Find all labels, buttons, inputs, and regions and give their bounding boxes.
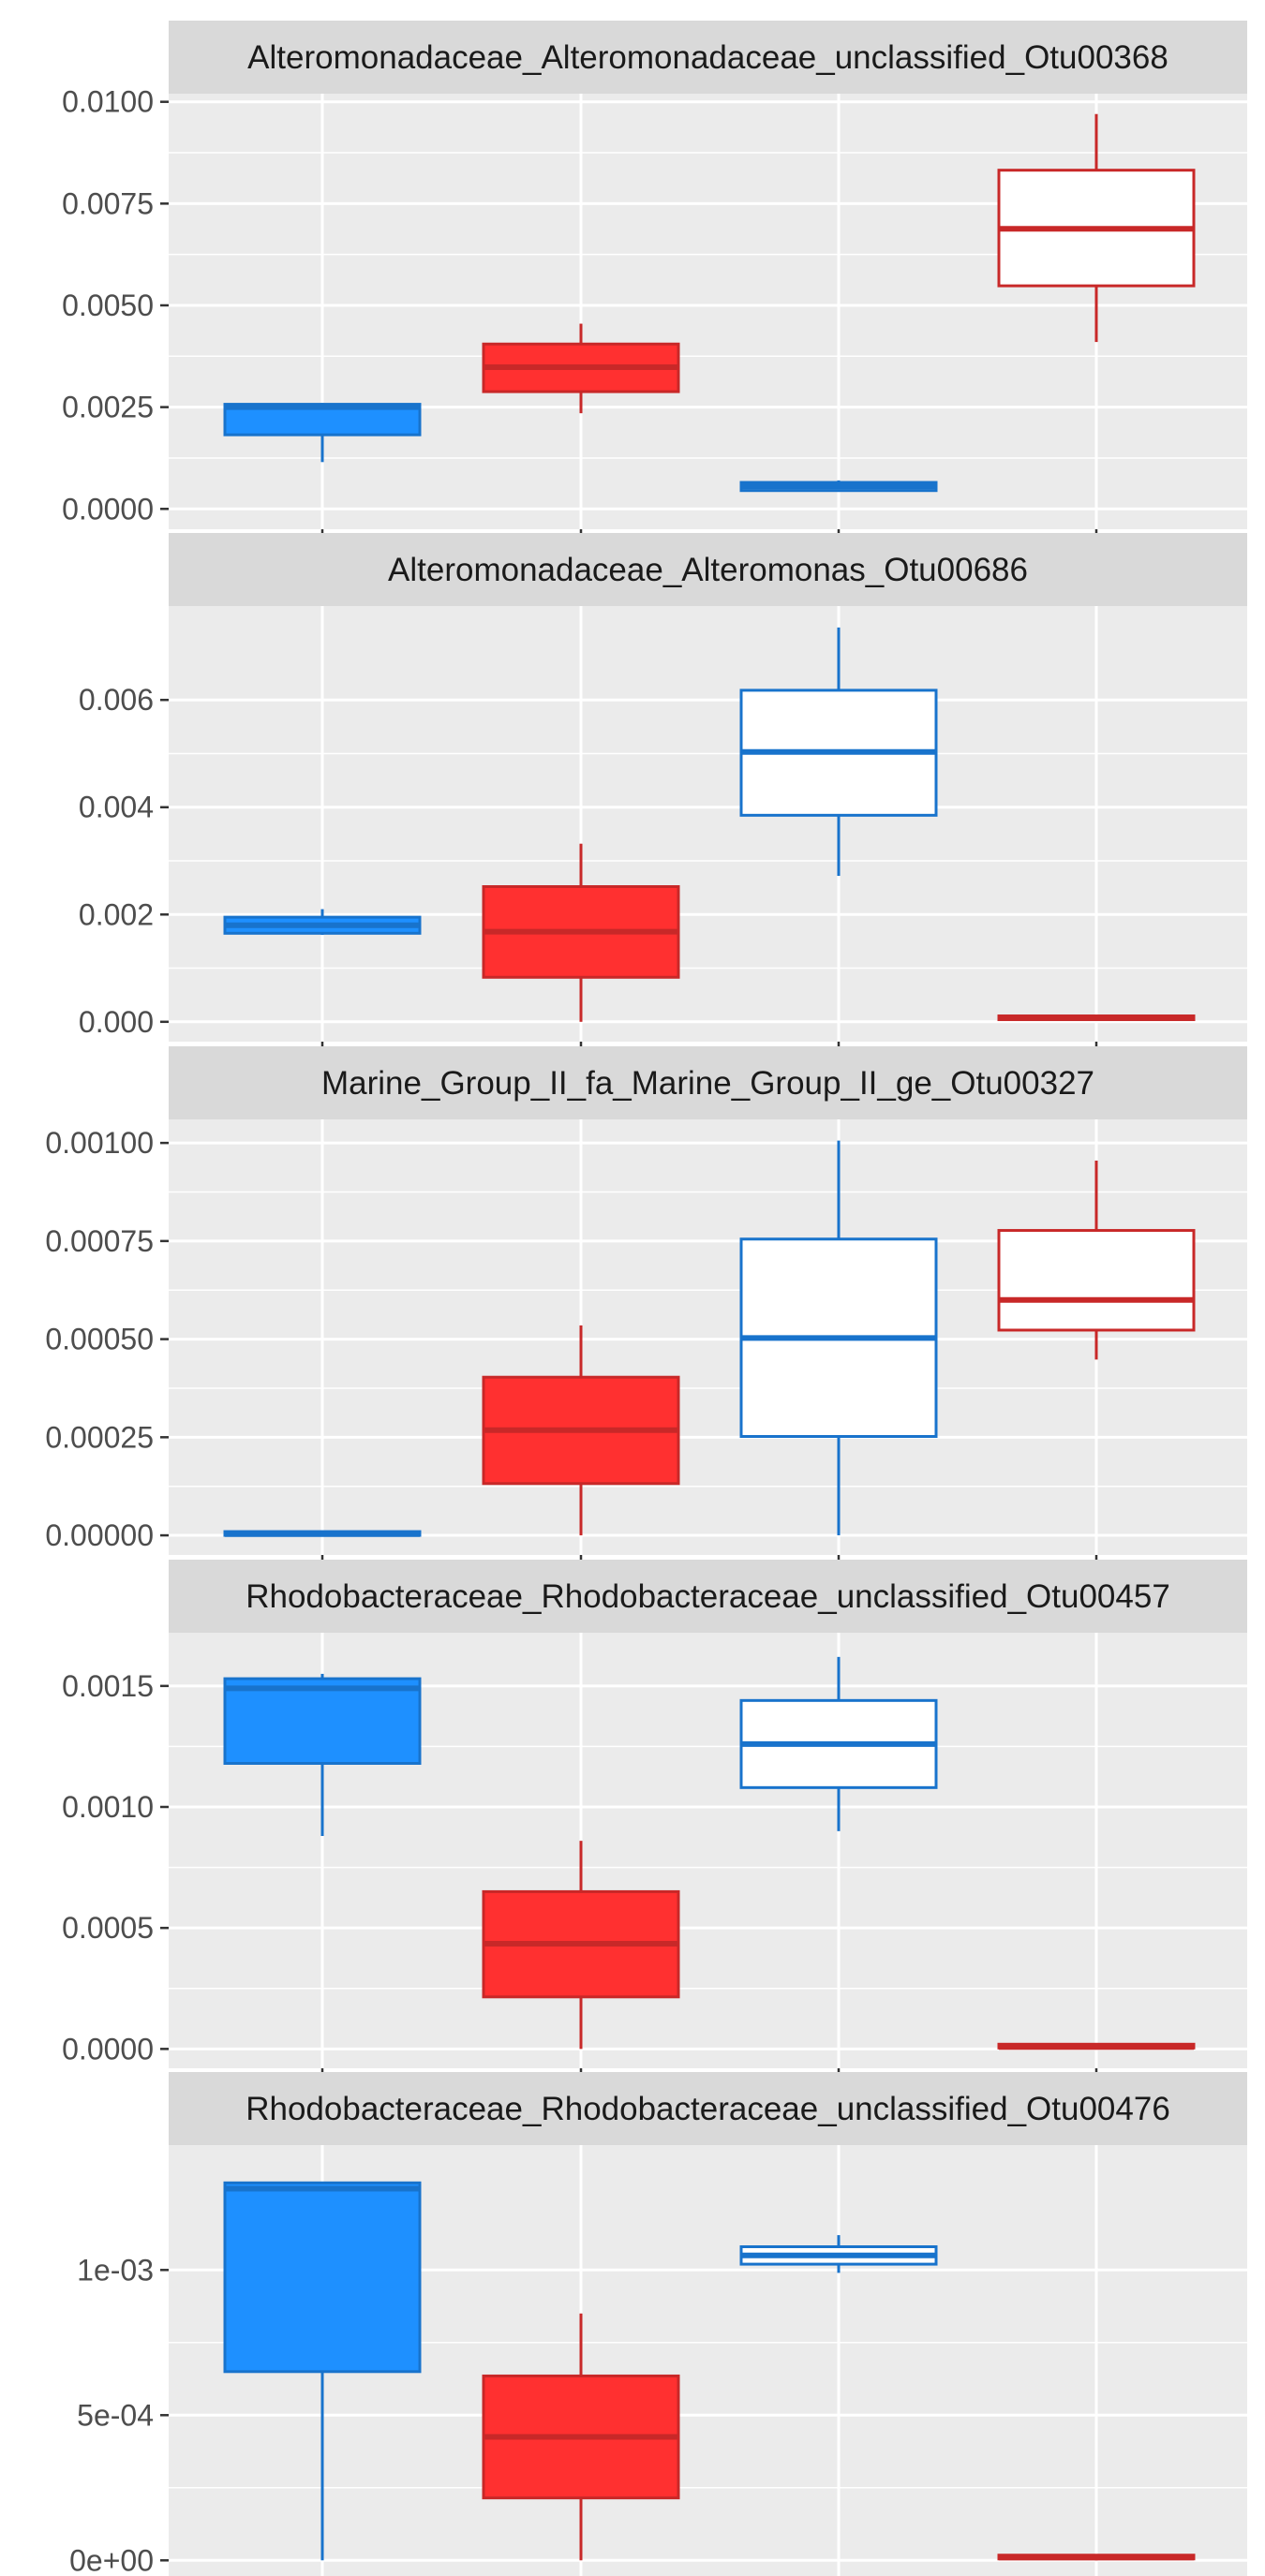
facet-title: Marine_Group_II_fa_Marine_Group_II_ge_Ot… (321, 1065, 1094, 1102)
box-group-3 (739, 2235, 938, 2273)
y-tick-label: 0.00100 (45, 1126, 154, 1160)
plot-panel (169, 1119, 1247, 1555)
box-iqr (223, 2181, 422, 2374)
facet-title: Alteromonadaceae_Alteromonas_Otu00686 (388, 552, 1028, 588)
box-group-4 (997, 113, 1196, 343)
box-group-1 (223, 1673, 422, 1836)
box-group-3 (739, 480, 938, 493)
box-iqr (997, 1229, 1196, 1332)
facet-title: Alteromonadaceae_Alteromonadaceae_unclas… (247, 39, 1168, 76)
facet-strip (169, 1046, 1247, 1119)
box-group-3 (739, 1140, 938, 1536)
facet-panel-3: Marine_Group_II_fa_Marine_Group_II_ge_Ot… (45, 1046, 1247, 1563)
y-tick-label: 0.0000 (62, 2032, 154, 2065)
box-group-2 (482, 1325, 680, 1536)
box-group-3 (739, 627, 938, 877)
facet-panel-4: Rhodobacteraceae_Rhodobacteraceae_unclas… (62, 1560, 1247, 2077)
y-tick-label: 0.0010 (62, 1790, 154, 1824)
box-group-1 (223, 403, 422, 463)
facet-panel-5: Rhodobacteraceae_Rhodobacteraceae_unclas… (69, 2072, 1247, 2576)
facet-title: Rhodobacteraceae_Rhodobacteraceae_unclas… (246, 1578, 1170, 1615)
y-tick-label: 0e+00 (69, 2543, 154, 2576)
box-iqr (223, 1677, 422, 1766)
box-group-2 (482, 323, 680, 414)
box-group-2 (482, 2313, 680, 2561)
y-tick-label: 0.0015 (62, 1669, 154, 1703)
box-group-3 (739, 1656, 938, 1831)
facet-panel-2: Alteromonadaceae_Alteromonas_Otu00686 0.0… (79, 533, 1247, 1050)
box-group-1 (223, 1530, 422, 1537)
box-group-4 (997, 1160, 1196, 1360)
y-tick-label: 0.00000 (45, 1518, 154, 1552)
facet-title: Rhodobacteraceae_Rhodobacteraceae_unclas… (246, 2091, 1170, 2127)
box-group-2 (482, 1841, 680, 2050)
facet-strip (169, 533, 1247, 606)
plot-panel (169, 606, 1247, 1042)
facet-strip (169, 1560, 1247, 1633)
y-tick-label: 0.0025 (62, 391, 154, 424)
y-tick-label: 0.00025 (45, 1420, 154, 1454)
facet-panel-1: Alteromonadaceae_Alteromonadaceae_unclas… (62, 21, 1247, 538)
box-group-2 (482, 843, 680, 1022)
y-tick-label: 0.004 (79, 791, 154, 824)
plot-panel (169, 94, 1247, 529)
y-tick-label: 0.00050 (45, 1323, 154, 1356)
y-tick-label: 0.0050 (62, 289, 154, 322)
y-tick-label: 0.0000 (62, 492, 154, 526)
box-group-1 (223, 909, 422, 936)
y-tick-label: 0.0100 (62, 85, 154, 119)
box-group-1 (223, 2181, 422, 2561)
y-tick-label: 0.000 (79, 1005, 154, 1039)
facet-strip (169, 21, 1247, 94)
y-tick-label: 0.006 (79, 683, 154, 717)
y-tick-label: 0.002 (79, 897, 154, 931)
facet-strip (169, 2072, 1247, 2145)
y-tick-label: 1e-03 (77, 2253, 154, 2287)
box-group-4 (997, 1014, 1196, 1022)
y-tick-label: 0.00075 (45, 1224, 154, 1258)
y-tick-label: 0.0075 (62, 186, 154, 220)
y-tick-label: 5e-04 (77, 2398, 154, 2432)
box-group-4 (997, 2042, 1196, 2050)
box-group-4 (997, 2554, 1196, 2561)
y-tick-label: 0.0005 (62, 1911, 154, 1945)
